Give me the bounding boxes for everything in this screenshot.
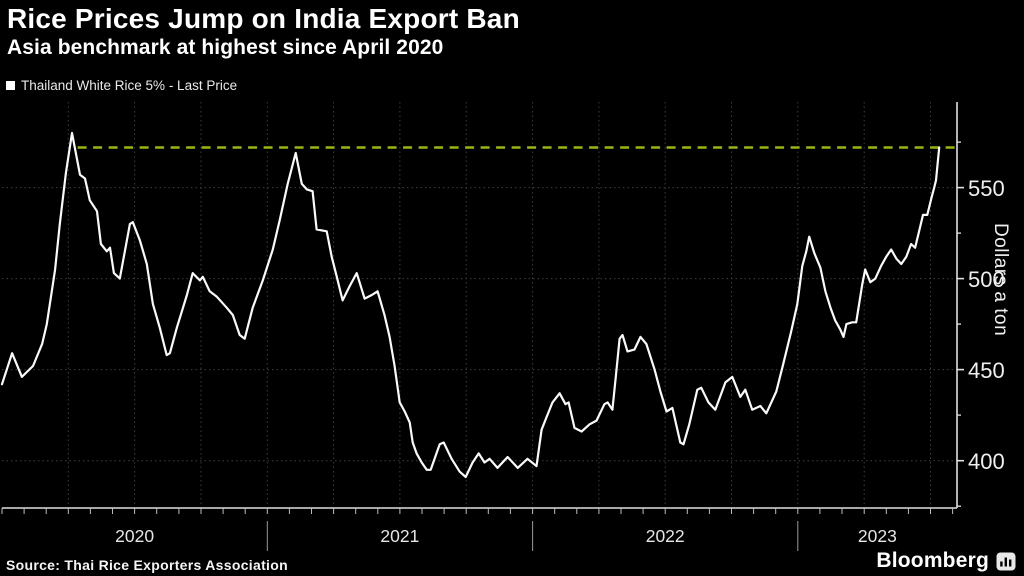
legend: Thailand White Rice 5% - Last Price xyxy=(6,78,237,93)
bloomberg-chart-icon xyxy=(996,552,1016,571)
legend-label: Thailand White Rice 5% - Last Price xyxy=(21,78,238,93)
chart-title: Rice Prices Jump on India Export Ban xyxy=(7,3,520,34)
x-year-label: 2021 xyxy=(380,526,419,546)
legend-square-marker-icon xyxy=(6,81,15,90)
x-year-label: 2022 xyxy=(646,526,685,546)
y-tick-label: 500 xyxy=(968,267,1005,292)
y-tick-label: 400 xyxy=(968,449,1005,474)
y-tick-label: 550 xyxy=(968,176,1005,201)
chart-subtitle: Asia benchmark at highest since April 20… xyxy=(7,36,444,59)
bloomberg-wordmark: Bloomberg xyxy=(876,549,989,572)
source-attribution: Source: Thai Rice Exporters Association xyxy=(6,557,288,573)
y-tick-label: 450 xyxy=(968,358,1005,383)
y-axis-title: Dollars a ton xyxy=(990,223,1011,337)
bloomberg-logo: Bloomberg xyxy=(876,549,1016,573)
x-year-label: 2020 xyxy=(115,526,154,546)
x-year-label: 2023 xyxy=(858,526,897,546)
price-line xyxy=(0,131,941,479)
